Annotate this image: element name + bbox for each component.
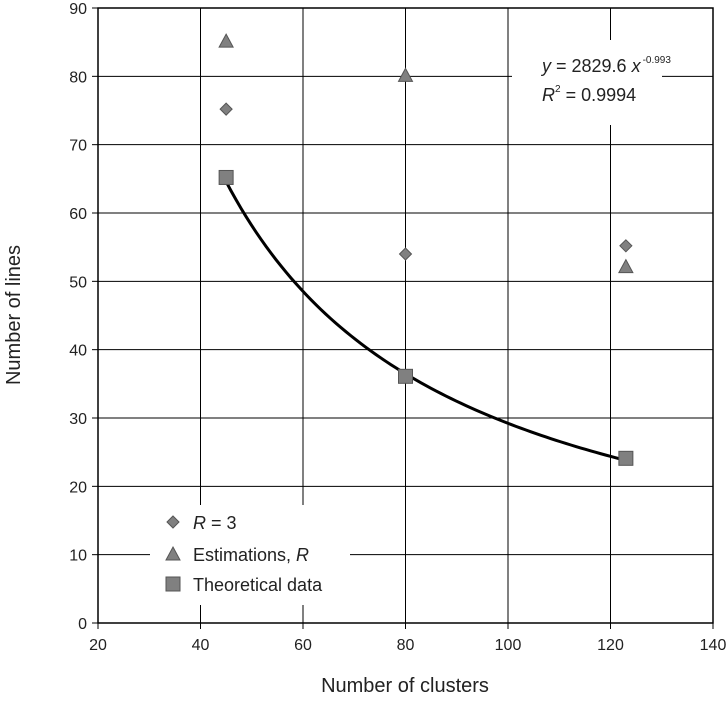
trendline-power-fit [224,181,627,462]
r-squared-value: = 0.9994 [561,85,637,105]
r-squared-symbol: R [542,85,555,105]
equation-x-symbol: x [631,56,642,76]
legend: R = 3 Estimations, R Theoretical data [165,513,323,595]
legend-label-r3-symbol: R [193,513,206,533]
y-tick-label: 70 [69,138,87,155]
equation-box [512,40,662,125]
y-tick-label: 20 [69,479,87,496]
x-tick-label: 60 [294,637,312,654]
x-tick-label: 80 [397,637,415,654]
legend-label-estimations: Estimations, R [193,545,309,565]
legend-box [150,505,350,605]
data-markers [218,33,634,466]
y-tick-label: 60 [69,206,87,223]
legend-label-theoretical-text: Theoretical data [193,575,323,595]
legend-label-r3-rest: = 3 [206,513,237,533]
legend-label-theoretical: Theoretical data [193,575,323,595]
legend-label-estimations-symbol: R [296,545,309,565]
point-theoretical-square [618,450,634,466]
point-theoretical-square [398,368,413,384]
x-axis-title: Number of clusters [321,675,489,697]
y-tick-label: 40 [69,343,87,360]
y-tick-label: 0 [78,616,87,633]
legend-label-r3: R = 3 [193,513,237,533]
x-axis-ticks: 20 40 60 80 100 120 140 [89,623,726,654]
legend-marker-diamond [166,515,180,529]
point-r3-diamond [619,239,633,253]
y-tick-label: 10 [69,548,87,565]
point-estimations-triangle [218,33,234,48]
y-tick-label: 90 [69,1,87,18]
y-tick-label: 80 [69,69,87,86]
x-tick-label: 100 [495,637,522,654]
y-axis-title: Number of lines [3,245,25,385]
y-tick-label: 50 [69,274,87,291]
point-r3-diamond [398,247,413,261]
legend-label-estimations-text: Estimations, [193,545,296,565]
equation-body: = 2829.6 [551,56,632,76]
r-squared-label: R2 = 0.9994 [542,84,636,105]
point-theoretical-square [218,169,234,185]
x-tick-label: 140 [700,637,726,654]
point-estimations-triangle [618,258,634,274]
point-estimations-triangle [397,67,414,82]
r-squared-superscript: 2 [555,84,561,95]
x-tick-label: 40 [192,637,210,654]
y-axis-ticks: 0 10 20 30 40 50 60 70 80 90 [69,1,98,633]
x-tick-label: 20 [89,637,107,654]
x-tick-label: 120 [597,637,624,654]
point-r3-diamond [219,102,233,116]
trendline-equation: y = 2829.6 x -0.993 [540,55,671,76]
legend-marker-square [165,576,181,592]
equation-y-symbol: y [540,56,552,76]
legend-marker-triangle [165,545,181,561]
equation-exponent: -0.993 [643,55,672,66]
y-tick-label: 30 [69,411,87,428]
